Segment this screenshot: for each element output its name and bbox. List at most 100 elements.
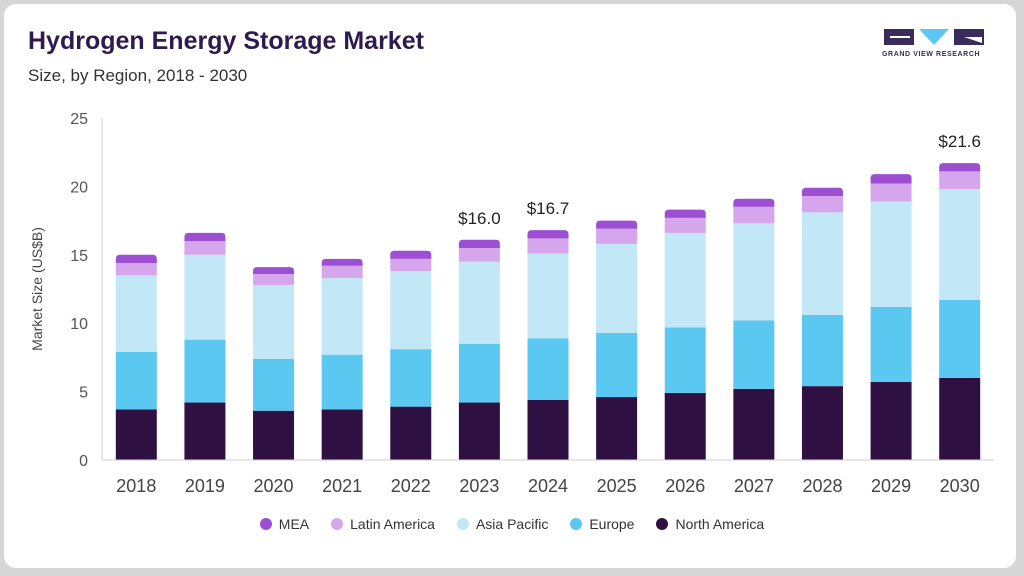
bar-europe-2024 — [527, 338, 569, 400]
legend-swatch-asia-pacific — [456, 518, 469, 530]
bar-north-america-2030 — [939, 377, 981, 460]
y-tick-label: 0 — [79, 453, 88, 470]
legend-item-europe: Europe — [570, 516, 634, 532]
logo-text: GRAND VIEW RESEARCH — [882, 51, 981, 58]
x-tick-label: 2021 — [322, 476, 362, 496]
bar-north-america-2027 — [733, 388, 775, 460]
bar-stack-2018 — [115, 254, 157, 460]
bar-mea-2024 — [527, 230, 569, 239]
bar-mea-2022 — [390, 250, 432, 259]
chart-card — [4, 4, 1016, 568]
bar-latin-america-2022 — [390, 258, 432, 272]
page-subtitle: Size, by Region, 2018 - 2030 — [28, 66, 248, 85]
y-tick-label: 5 — [79, 385, 88, 402]
legend-item-mea: MEA — [259, 516, 310, 532]
bar-mea-2021 — [321, 258, 363, 266]
bar-asia-pacific-2027 — [733, 223, 775, 321]
bar-europe-2028 — [801, 314, 843, 387]
bar-asia-pacific-2018 — [115, 275, 157, 352]
x-tick-label: 2029 — [871, 476, 911, 496]
bar-asia-pacific-2020 — [253, 284, 295, 359]
bar-stack-2020 — [253, 267, 295, 460]
logo-mark-icon — [884, 29, 984, 45]
bar-latin-america-2024 — [527, 238, 569, 254]
bar-latin-america-2028 — [801, 195, 843, 213]
x-tick-label: 2027 — [734, 476, 774, 496]
bar-latin-america-2027 — [733, 206, 775, 224]
legend-label: MEA — [278, 516, 310, 532]
bar-europe-2027 — [733, 320, 775, 389]
bar-europe-2030 — [939, 299, 981, 378]
bar-asia-pacific-2023 — [458, 261, 500, 344]
bar-europe-2029 — [870, 306, 912, 383]
bar-north-america-2020 — [253, 410, 295, 460]
bar-north-america-2026 — [664, 392, 706, 460]
x-tick-label: 2024 — [528, 476, 568, 496]
legend-swatch-north-america — [656, 518, 669, 530]
bar-mea-2030 — [939, 163, 981, 172]
bar-latin-america-2018 — [115, 263, 157, 276]
bar-north-america-2021 — [321, 409, 363, 460]
data-label-2030: $21.6 — [938, 132, 981, 151]
bar-stack-2019 — [184, 232, 226, 460]
x-axis: 2018 2019 2020 2021 2022 2023 2024 2025 2026 2027… — [102, 459, 994, 496]
legend-swatch-mea — [259, 518, 272, 530]
bar-asia-pacific-2019 — [184, 254, 226, 340]
bar-europe-2020 — [253, 358, 295, 411]
bar-mea-2029 — [870, 174, 912, 184]
bar-latin-america-2023 — [458, 247, 500, 262]
x-tick-label: 2023 — [459, 476, 499, 496]
bar-latin-america-2030 — [939, 171, 981, 190]
bar-europe-2023 — [458, 343, 500, 403]
bar-latin-america-2025 — [596, 228, 638, 244]
bar-asia-pacific-2022 — [390, 271, 432, 350]
legend-label: North America — [675, 516, 765, 532]
x-tick-label: 2019 — [185, 476, 225, 496]
bar-stack-2025 — [596, 220, 638, 460]
bar-asia-pacific-2029 — [870, 201, 912, 307]
legend-swatch-europe — [570, 518, 583, 530]
bar-mea-2026 — [664, 209, 706, 218]
legend-swatch-latin-america — [331, 518, 344, 530]
x-tick-label: 2022 — [391, 476, 431, 496]
legend: MEA Latin America Asia Pacific Europe North … — [0, 516, 1024, 532]
bar-mea-2028 — [801, 187, 843, 196]
bar-stack-2027 — [733, 198, 775, 460]
bar-mea-2018 — [115, 254, 157, 264]
bar-mea-2019 — [184, 232, 226, 242]
bar-stack-2028 — [801, 187, 843, 460]
y-tick-label: 15 — [70, 248, 88, 265]
x-tick-label: 2018 — [116, 476, 156, 496]
bar-north-america-2025 — [596, 397, 638, 460]
bar-latin-america-2021 — [321, 265, 363, 279]
bars — [115, 163, 981, 460]
bar-stack-2030 — [939, 163, 981, 460]
bar-europe-2019 — [184, 339, 226, 403]
bar-stack-2021 — [321, 258, 363, 460]
x-tick-label: 2030 — [940, 476, 980, 496]
legend-item-asia-pacific: Asia Pacific — [456, 516, 548, 532]
bar-north-america-2019 — [184, 402, 226, 460]
y-tick-label: 10 — [70, 316, 88, 333]
bar-mea-2027 — [733, 198, 775, 207]
bar-north-america-2024 — [527, 399, 569, 460]
x-tick-label: 2028 — [802, 476, 842, 496]
bar-asia-pacific-2024 — [527, 253, 569, 339]
x-tick-label: 2025 — [597, 476, 637, 496]
x-tick-label: 2026 — [665, 476, 705, 496]
bar-asia-pacific-2028 — [801, 212, 843, 315]
bar-north-america-2029 — [870, 382, 912, 460]
bar-europe-2018 — [115, 351, 157, 410]
bar-latin-america-2020 — [253, 273, 295, 285]
bar-north-america-2028 — [801, 386, 843, 460]
bar-europe-2022 — [390, 349, 432, 407]
x-tick-label: 2020 — [254, 476, 294, 496]
legend-item-north-america: North America — [656, 516, 764, 532]
bar-north-america-2023 — [458, 402, 500, 460]
legend-item-latin-america: Latin America — [331, 516, 435, 532]
bar-north-america-2018 — [115, 409, 157, 460]
legend-label: Europe — [589, 516, 635, 532]
grand-view-research-logo: GRAND VIEW RESEARCH — [882, 28, 986, 62]
legend-label: Latin America — [350, 516, 435, 532]
